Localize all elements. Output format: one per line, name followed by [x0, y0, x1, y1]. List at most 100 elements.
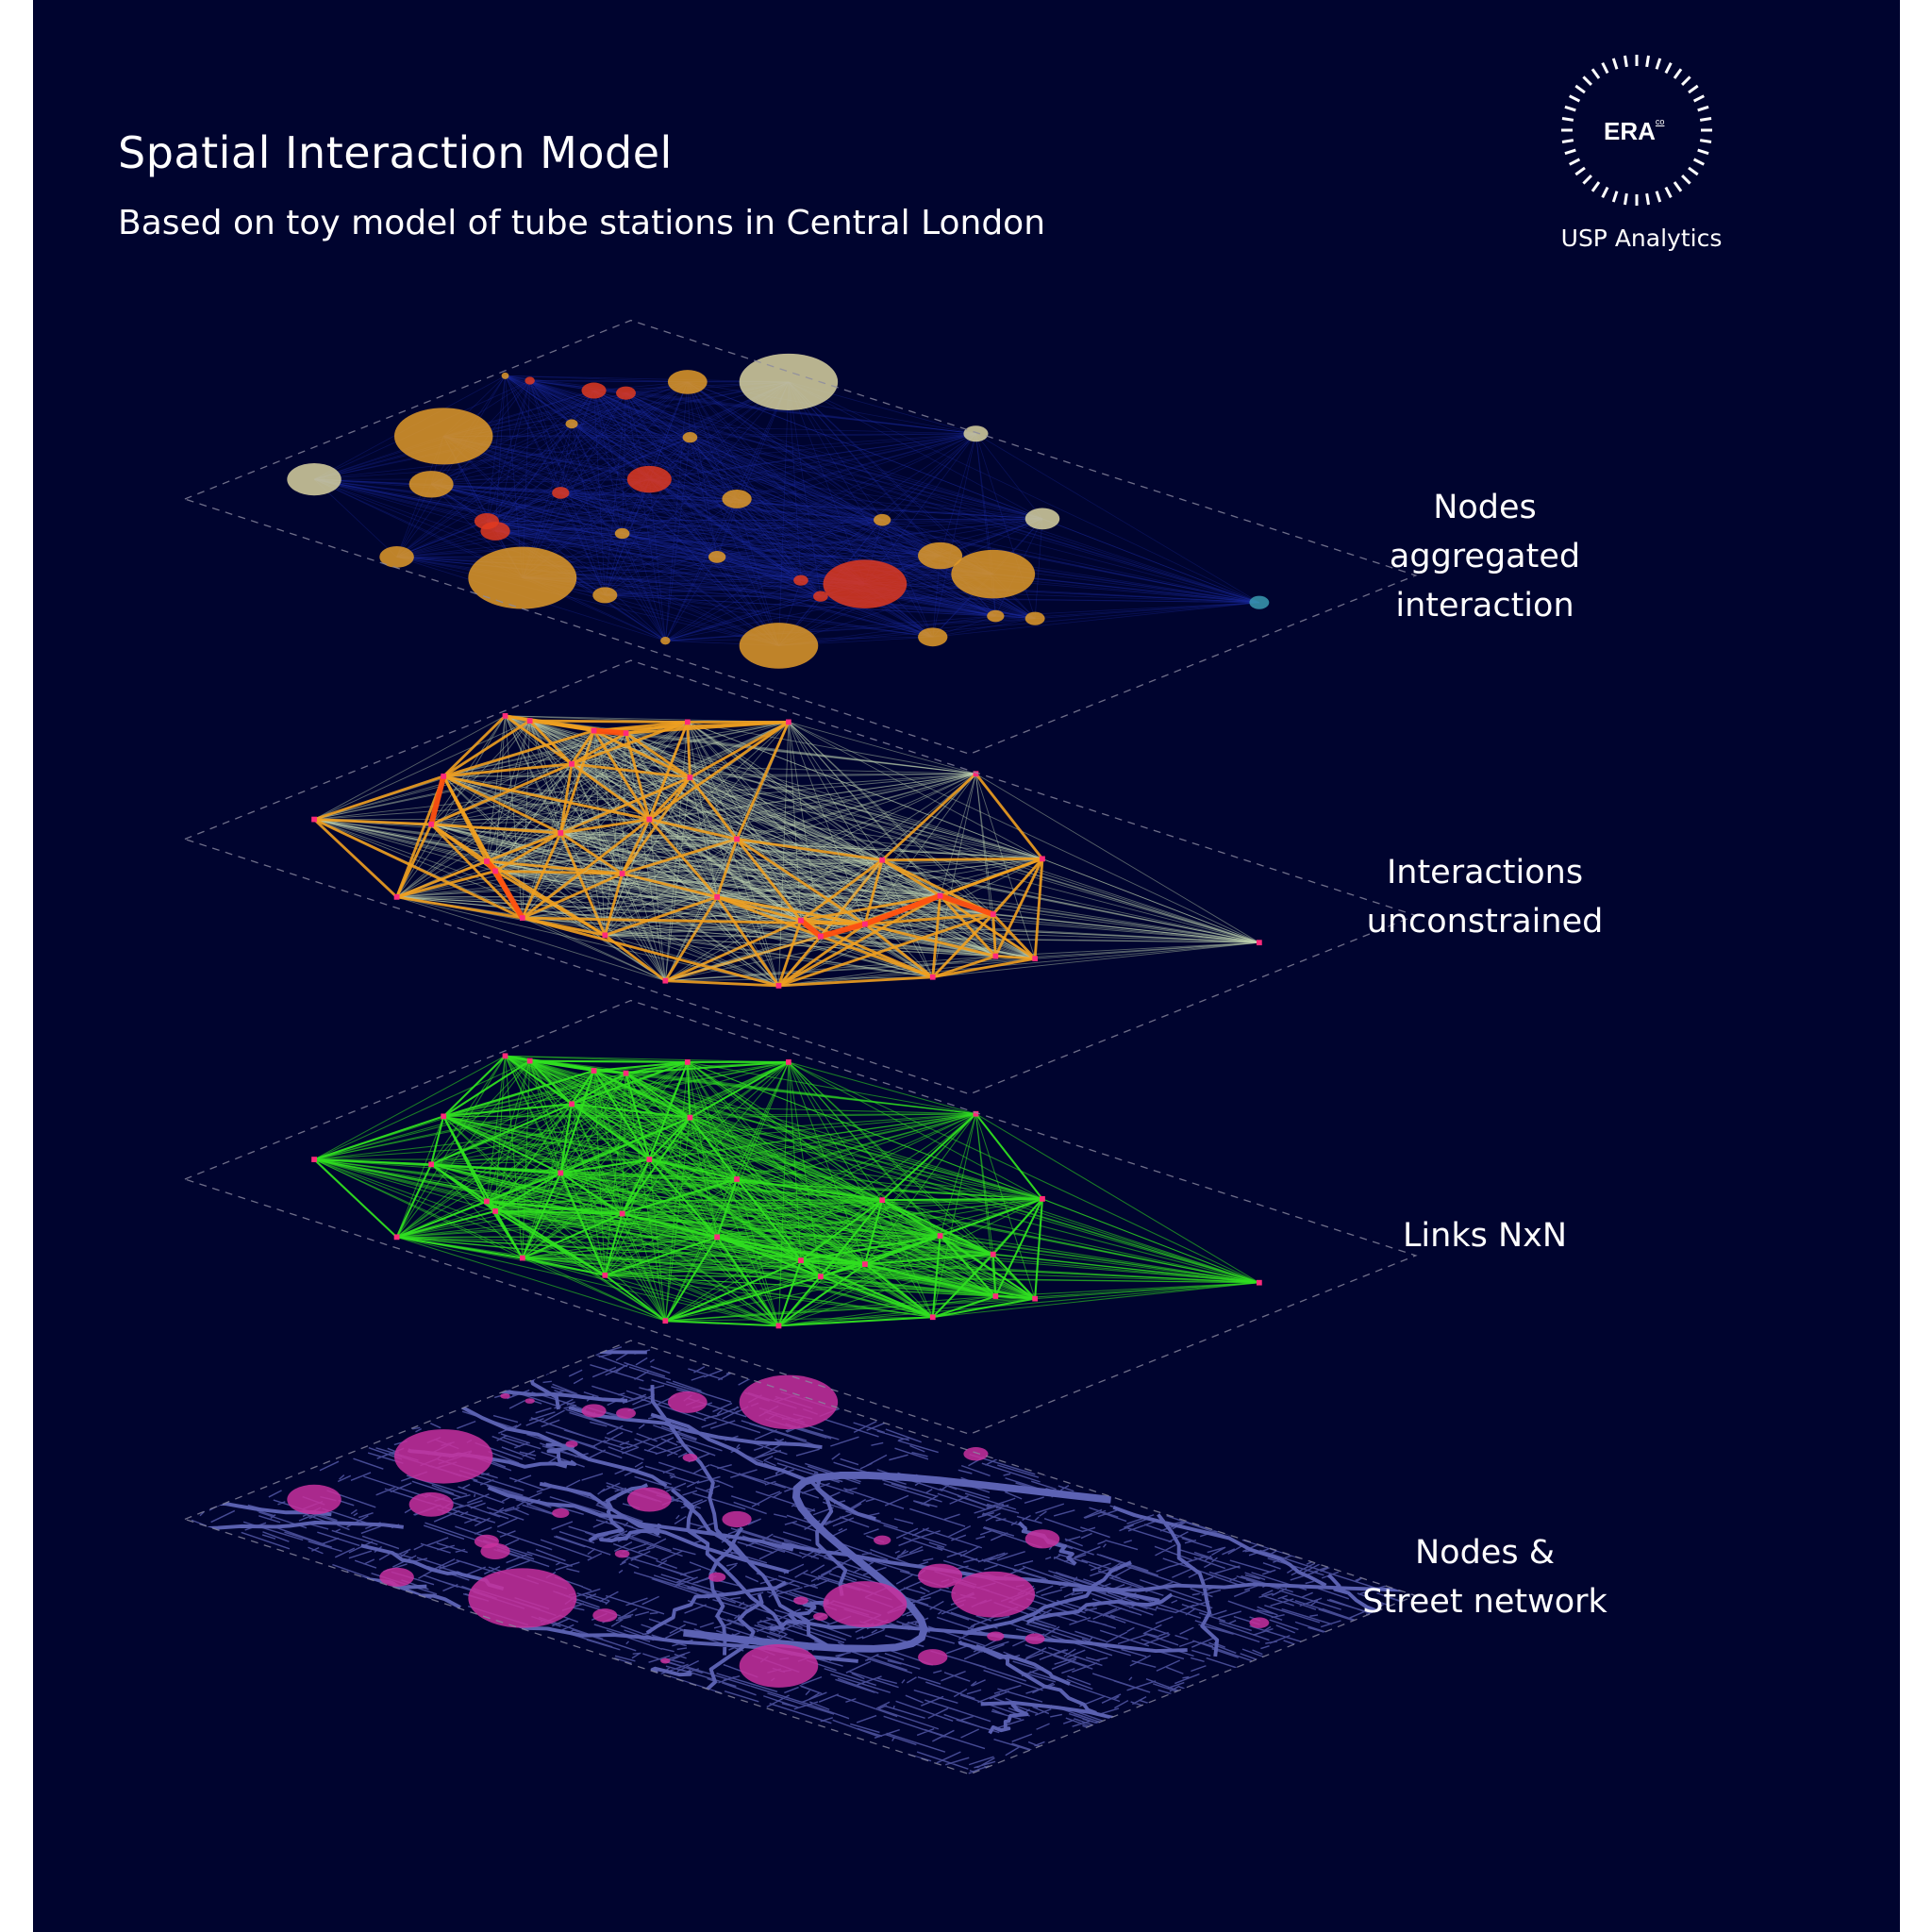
- faint-edge: [932, 556, 941, 638]
- interaction-edge: [529, 720, 718, 898]
- station-node: [918, 1563, 963, 1589]
- faint-edge: [559, 390, 594, 493]
- faint-edge: [443, 435, 1043, 520]
- station-node: [646, 816, 653, 823]
- link-edge: [494, 1158, 650, 1212]
- interaction-edge: [494, 870, 821, 938]
- link-edge: [736, 1178, 866, 1265]
- interaction-edge: [521, 818, 651, 920]
- faint-edge: [690, 437, 883, 521]
- interaction-edge: [529, 720, 606, 936]
- station-node: [660, 1657, 671, 1664]
- interaction-edge: [664, 839, 738, 981]
- faint-edge: [975, 433, 1043, 520]
- station-node: [990, 1251, 996, 1257]
- interaction-edge: [313, 819, 996, 957]
- faint-edge: [778, 518, 1043, 646]
- link-edge: [396, 1213, 623, 1238]
- interaction-edge: [647, 721, 690, 821]
- interaction-edge: [788, 721, 1043, 859]
- faint-edge: [443, 435, 941, 557]
- interaction-edge: [778, 912, 994, 988]
- interaction-edge: [932, 957, 1036, 979]
- faint-edge: [593, 390, 802, 581]
- link-edge: [571, 1103, 650, 1160]
- faint-edge: [505, 375, 883, 521]
- station-node: [591, 727, 597, 734]
- layer-outline: [183, 1340, 1418, 1775]
- interaction-edge: [560, 818, 650, 835]
- link-edge: [396, 1236, 865, 1265]
- link-edge: [820, 1263, 866, 1278]
- link-edge: [522, 1212, 624, 1259]
- interaction-edge: [1041, 858, 1260, 943]
- faint-edge: [690, 437, 866, 585]
- interaction-edge: [664, 919, 802, 982]
- faint-edge: [605, 594, 1259, 604]
- station-node: [393, 893, 400, 900]
- faint-edge: [716, 433, 976, 558]
- street-network-layer: [184, 1341, 1416, 1774]
- interaction-edge: [940, 858, 1043, 897]
- faint-edge: [486, 521, 802, 581]
- interaction-edge: [529, 720, 561, 834]
- faint-edge: [505, 375, 650, 480]
- interaction-edge: [604, 819, 650, 936]
- interaction-edge: [664, 896, 719, 982]
- link-edge: [649, 1158, 866, 1265]
- interaction-edge: [881, 773, 977, 861]
- faint-edge: [494, 424, 573, 532]
- faint-edge: [494, 380, 531, 532]
- link-edge: [504, 1055, 573, 1106]
- link-edge: [625, 1060, 789, 1074]
- link-edge: [864, 1263, 1036, 1300]
- faint-edge: [649, 478, 941, 557]
- interaction-edge: [313, 819, 606, 936]
- faint-edge: [975, 433, 1260, 604]
- interaction-edge: [778, 975, 933, 988]
- station-node: [492, 868, 498, 874]
- interaction-edge: [560, 832, 738, 840]
- link-edge: [605, 1259, 802, 1276]
- interaction-edge: [778, 958, 1036, 987]
- interaction-edge: [648, 776, 691, 821]
- link-edge: [939, 1235, 997, 1297]
- link-edge: [396, 1200, 488, 1239]
- faint-edge: [1034, 518, 1043, 619]
- link-edge: [560, 1172, 738, 1180]
- faint-edge: [396, 519, 883, 558]
- interaction-edge: [313, 818, 398, 898]
- link-edge: [820, 1254, 993, 1277]
- faint-edge: [605, 381, 790, 596]
- station-node: [739, 1374, 839, 1430]
- faint-edge: [593, 390, 883, 521]
- link-edge: [443, 1115, 691, 1119]
- interaction-edge: [592, 729, 691, 779]
- link-edge: [882, 1197, 1042, 1202]
- link-edge: [494, 1172, 561, 1212]
- faint-edge: [529, 380, 996, 617]
- faint-edge: [314, 478, 1259, 604]
- faint-edge: [396, 437, 691, 558]
- link-edge: [442, 1115, 623, 1214]
- link-edge: [494, 1210, 779, 1326]
- faint-edge: [560, 492, 996, 617]
- link-edge: [687, 1061, 738, 1180]
- interaction-edge: [504, 714, 573, 765]
- faint-edge: [649, 433, 976, 480]
- link-edge: [494, 1210, 802, 1261]
- faint-edge: [495, 530, 993, 575]
- station-node: [619, 1210, 625, 1217]
- faint-edge: [522, 577, 933, 638]
- station-node: [1024, 1633, 1045, 1644]
- interaction-edge: [529, 720, 933, 978]
- faint-edge: [625, 392, 1043, 520]
- faint-edge: [690, 437, 738, 500]
- faint-edge: [396, 521, 488, 558]
- link-edge: [932, 1295, 996, 1319]
- interaction-edge: [778, 956, 996, 987]
- faint-edge: [559, 392, 626, 493]
- link-edge: [625, 1072, 691, 1119]
- faint-edge: [622, 533, 821, 597]
- interaction-edge: [864, 912, 993, 926]
